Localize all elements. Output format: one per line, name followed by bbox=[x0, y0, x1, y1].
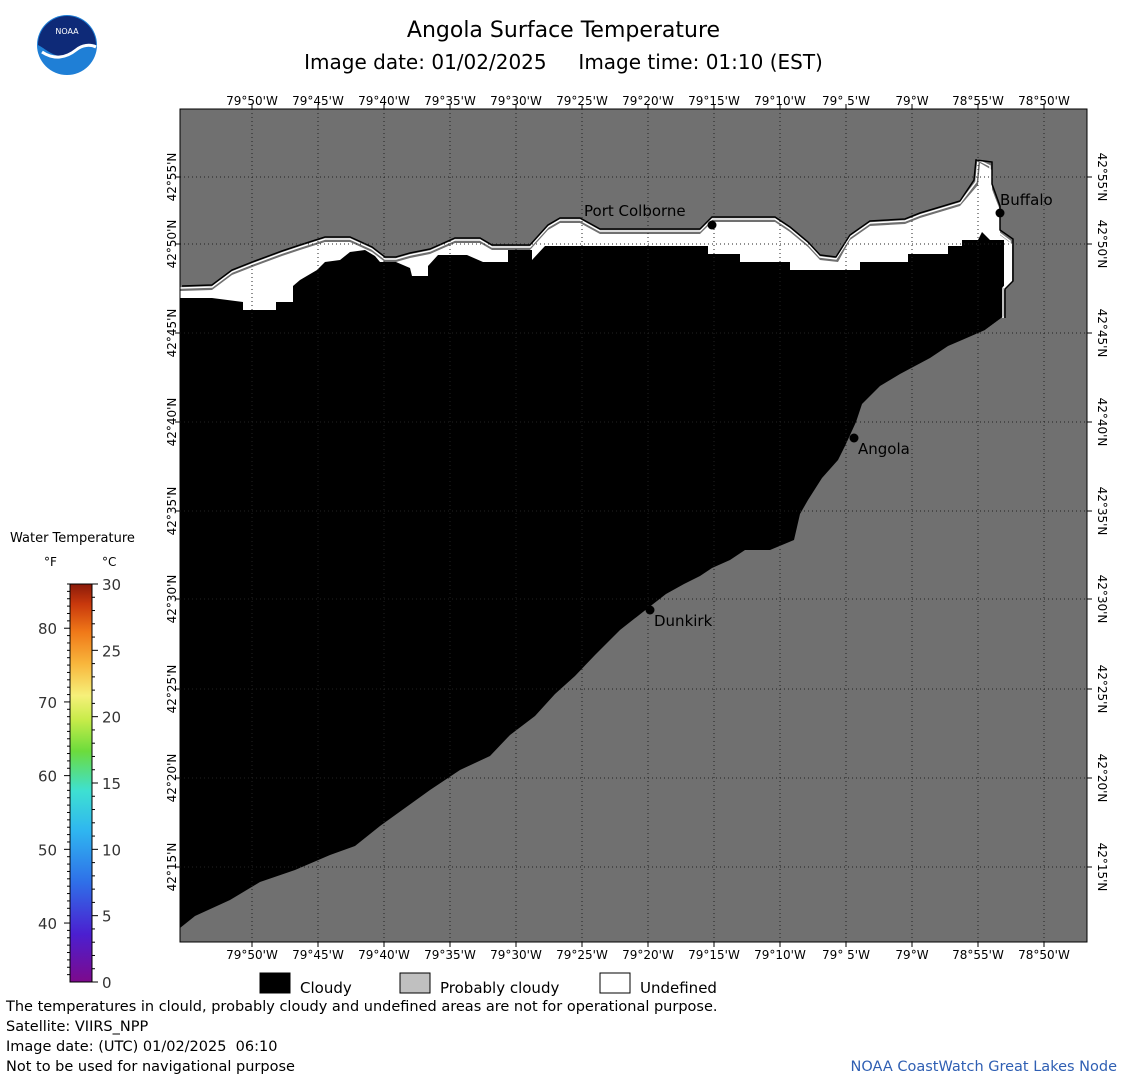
lon-label-top: 79°45'W bbox=[292, 94, 344, 108]
map-frame bbox=[179, 108, 1088, 943]
lon-label-bottom: 79°10'W bbox=[754, 948, 806, 962]
lon-label-top: 79°40'W bbox=[358, 94, 410, 108]
lat-label-left: 42°55'N bbox=[165, 153, 179, 202]
place-label: Dunkirk bbox=[654, 612, 713, 630]
key-swatch-cloudy bbox=[259, 972, 291, 994]
lat-label-left: 42°40'N bbox=[165, 398, 179, 447]
lon-label-bottom: 79°45'W bbox=[292, 948, 344, 962]
celsius-label: 15 bbox=[102, 775, 121, 793]
latitude-labels: 42°55'N 42°55'N 42°50'N 42°50'N 42°45'N 42°45… bbox=[165, 153, 1109, 892]
image-date-label: Image date: bbox=[304, 50, 425, 74]
lon-label-bottom: 79°40'W bbox=[358, 948, 410, 962]
tick-marks bbox=[175, 104, 1092, 947]
lon-label-top: 79°35'W bbox=[424, 94, 476, 108]
lon-label-bottom: 78°50'W bbox=[1018, 948, 1070, 962]
footer-utc-date: Image date: (UTC) 01/02/2025 06:10 bbox=[6, 1039, 278, 1055]
lat-label-right: 42°25'N bbox=[1095, 665, 1109, 714]
place-label: Buffalo bbox=[1000, 191, 1053, 209]
lat-label-right: 42°15'N bbox=[1095, 843, 1109, 892]
coastline-outline bbox=[181, 159, 1014, 318]
lon-label-bottom: 79°25'W bbox=[556, 948, 608, 962]
fahrenheit-label: 60 bbox=[38, 768, 57, 786]
footer-disclaimer: The temperatures in clould, probably clo… bbox=[6, 999, 718, 1015]
temperature-color-bar bbox=[69, 583, 93, 983]
key-label-probably-cloudy: Probably cloudy bbox=[440, 979, 559, 997]
legend-unit-fahrenheit: °F bbox=[44, 555, 57, 569]
fahrenheit-label: 50 bbox=[38, 841, 57, 859]
place-angola: Angola bbox=[849, 433, 910, 458]
lon-label-top: 79°15'W bbox=[688, 94, 740, 108]
logo-text: NOAA bbox=[55, 27, 79, 36]
place-label: Port Colborne bbox=[584, 202, 686, 220]
lon-label-top: 79°10'W bbox=[754, 94, 806, 108]
legend-unit-celsius: °C bbox=[102, 555, 117, 569]
image-date-value: 01/02/2025 bbox=[431, 50, 547, 74]
lon-label-top: 79°20'W bbox=[622, 94, 674, 108]
lon-label-bottom: 79°15'W bbox=[688, 948, 740, 962]
lat-label-left: 42°25'N bbox=[165, 665, 179, 714]
lat-label-right: 42°40'N bbox=[1095, 398, 1109, 447]
fahrenheit-label: 80 bbox=[38, 620, 57, 638]
place-label: Angola bbox=[858, 440, 910, 458]
lon-label-top: 79°25'W bbox=[556, 94, 608, 108]
image-time-label: Image time: bbox=[578, 50, 700, 74]
key-swatch-probably-cloudy bbox=[399, 972, 431, 994]
image-time-value: 01:10 (EST) bbox=[705, 50, 823, 74]
place-port-colborne: Port Colborne bbox=[584, 202, 717, 230]
lon-label-top: 79°W bbox=[895, 94, 928, 108]
graticule bbox=[180, 109, 1087, 942]
lat-label-left: 42°30'N bbox=[165, 575, 179, 624]
lat-label-right: 42°30'N bbox=[1095, 575, 1109, 624]
lon-label-top: 79° 5'W bbox=[822, 94, 870, 108]
place-buffalo: Buffalo bbox=[995, 191, 1053, 218]
map-title: Angola Surface Temperature bbox=[406, 18, 721, 43]
lon-label-bottom: 79°20'W bbox=[622, 948, 674, 962]
lat-label-right: 42°35'N bbox=[1095, 487, 1109, 536]
map-subtitle: Image date: 01/02/2025 Image time: 01:10… bbox=[0, 50, 1127, 74]
lat-label-left: 42°35'N bbox=[165, 487, 179, 536]
lon-label-top: 79°30'W bbox=[490, 94, 542, 108]
key-label-cloudy: Cloudy bbox=[300, 979, 352, 997]
footer-credit: NOAA CoastWatch Great Lakes Node bbox=[850, 1059, 1117, 1075]
color-bar-ticks bbox=[64, 583, 98, 983]
lon-label-bottom: 79°W bbox=[895, 948, 928, 962]
footer-navigation-note: Not to be used for navigational purpose bbox=[6, 1059, 295, 1075]
lat-label-right: 42°20'N bbox=[1095, 754, 1109, 803]
lat-label-right: 42°50'N bbox=[1095, 220, 1109, 269]
fahrenheit-label: 40 bbox=[38, 915, 57, 933]
longitude-labels: 79°50'W 79°50'W 79°45'W 79°45'W 79°40'W 79°40… bbox=[226, 94, 1070, 962]
legend-title: Water Temperature bbox=[10, 531, 135, 546]
cloudy-region bbox=[180, 232, 1004, 928]
lat-label-left: 42°20'N bbox=[165, 754, 179, 803]
lat-label-right: 42°55'N bbox=[1095, 153, 1109, 202]
key-label-undefined: Undefined bbox=[640, 979, 717, 997]
fahrenheit-label: 70 bbox=[38, 694, 57, 712]
celsius-label: 25 bbox=[102, 642, 121, 660]
celsius-label: 30 bbox=[102, 576, 121, 594]
lon-label-bottom: 79°30'W bbox=[490, 948, 542, 962]
noaa-logo-icon: NOAA bbox=[37, 15, 97, 75]
celsius-label: 20 bbox=[102, 709, 121, 727]
lon-label-bottom: 79° 5'W bbox=[822, 948, 870, 962]
celsius-label: 10 bbox=[102, 841, 121, 859]
footer-satellite: Satellite: VIIRS_NPP bbox=[6, 1019, 149, 1035]
key-swatch-undefined bbox=[599, 972, 631, 994]
lon-label-bottom: 78°55'W bbox=[952, 948, 1004, 962]
lat-label-left: 42°50'N bbox=[165, 220, 179, 269]
celsius-label: 0 bbox=[102, 974, 112, 992]
lon-label-top: 79°50'W bbox=[226, 94, 278, 108]
lon-label-top: 78°50'W bbox=[1018, 94, 1070, 108]
lon-label-bottom: 79°50'W bbox=[226, 948, 278, 962]
celsius-label: 5 bbox=[102, 908, 112, 926]
lat-label-left: 42°15'N bbox=[165, 843, 179, 892]
lat-label-right: 42°45'N bbox=[1095, 309, 1109, 358]
lat-label-left: 42°45'N bbox=[165, 309, 179, 358]
lon-label-bottom: 79°35'W bbox=[424, 948, 476, 962]
coastline bbox=[179, 158, 1011, 318]
lon-label-top: 78°55'W bbox=[952, 94, 1004, 108]
place-dunkirk: Dunkirk bbox=[645, 605, 713, 630]
